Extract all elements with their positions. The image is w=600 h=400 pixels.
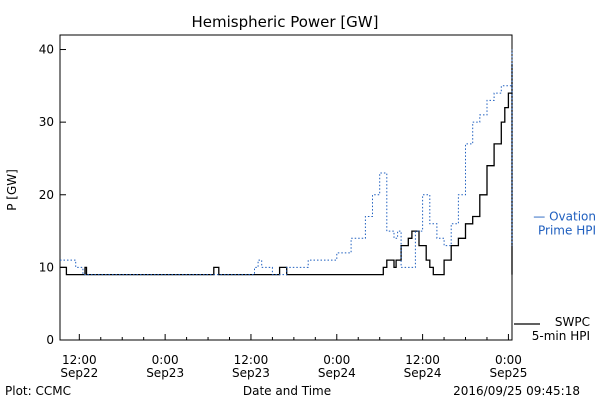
x-axis-ticks: 12:00Sep220:00Sep2312:00Sep230:00Sep2412…: [60, 334, 527, 380]
plot-frame: [59, 34, 513, 341]
y-tick-label: 30: [39, 115, 54, 129]
x-tick-label-time: 0:00: [323, 353, 350, 367]
y-tick-label: 20: [39, 188, 54, 202]
ovation-series-line: [60, 49, 513, 276]
x-tick-label-date: Sep23: [146, 366, 184, 380]
footer-x-axis-label: Date and Time: [243, 384, 331, 398]
x-tick-label-date: Sep24: [318, 366, 356, 380]
x-tick-label-time: 12:00: [62, 353, 97, 367]
y-tick-label: 40: [39, 43, 54, 57]
legend-ovation-label: — Ovation: [533, 210, 596, 224]
footer-timestamp: 2016/09/25 09:45:18: [453, 384, 580, 398]
y-tick-label: 10: [39, 260, 54, 274]
series-layer: [60, 49, 513, 276]
y-axis-ticks: 0 10 20 30 40: [39, 43, 66, 347]
x-tick-label-date: Sep23: [232, 366, 270, 380]
y-axis-label: P [GW]: [5, 169, 19, 211]
x-tick-label-date: Sep22: [60, 366, 98, 380]
x-tick-label-date: Sep25: [489, 366, 527, 380]
swpc-series-line: [60, 64, 513, 276]
x-tick-label-time: 12:00: [234, 353, 269, 367]
y-tick-label: 0: [46, 333, 54, 347]
x-tick-label-time: 0:00: [495, 353, 522, 367]
legend-swpc-label: SWPC: [555, 315, 590, 329]
chart-title: Hemispheric Power [GW]: [192, 13, 379, 31]
legend-ovation-label: Prime HPI: [538, 224, 596, 238]
x-tick-label-time: 0:00: [152, 353, 179, 367]
footer-plot-source: Plot: CCMC: [5, 384, 71, 398]
x-tick-label-date: Sep24: [404, 366, 442, 380]
legend-swpc-label: 5-min HPI: [532, 329, 590, 343]
x-tick-label-time: 12:00: [405, 353, 440, 367]
